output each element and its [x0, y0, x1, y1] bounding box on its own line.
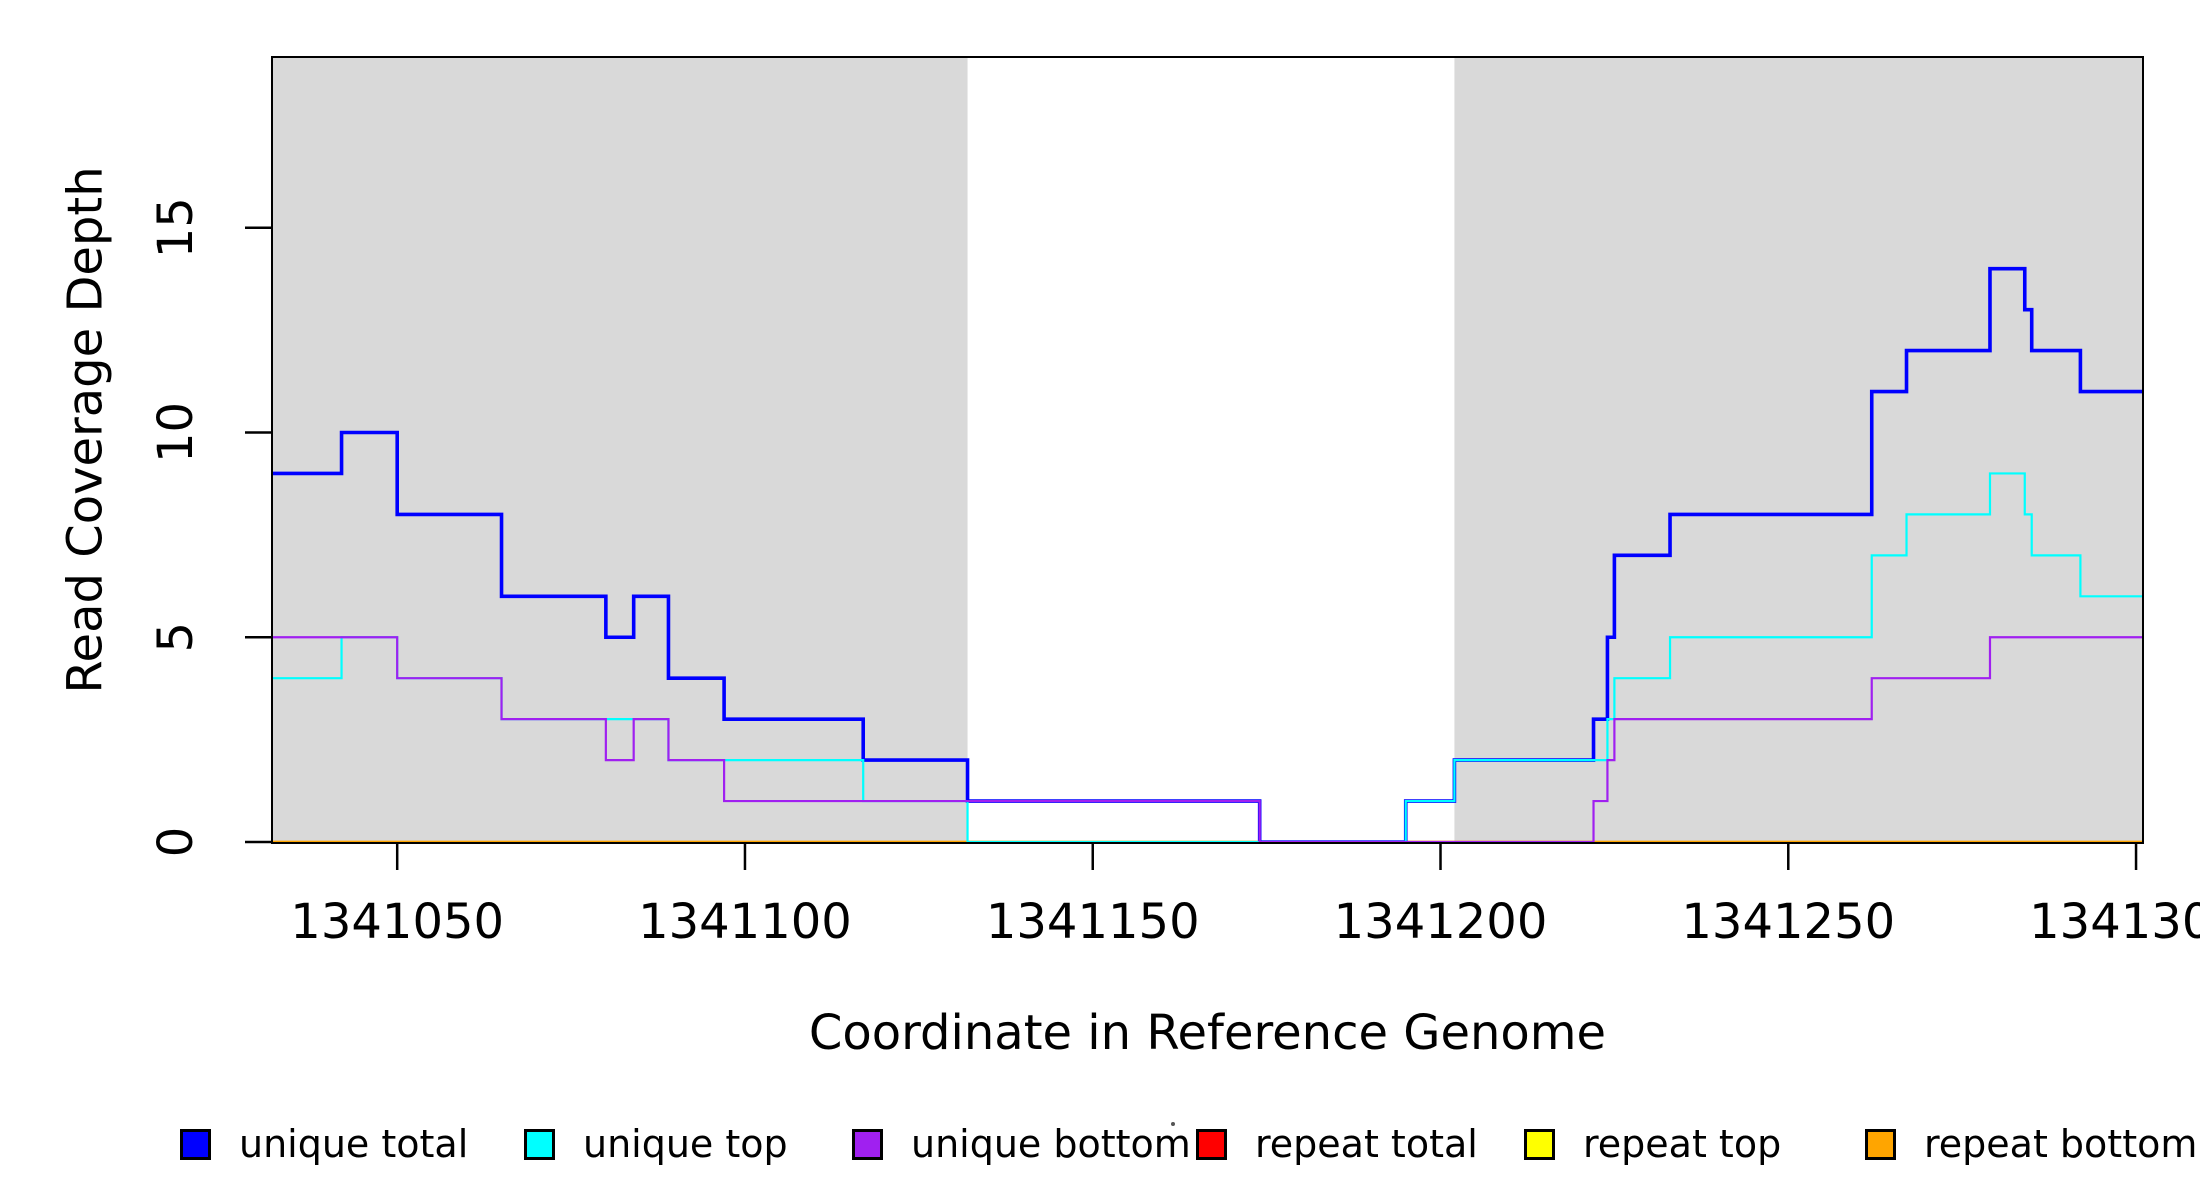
shaded-region — [272, 57, 968, 843]
plot-box — [271, 56, 2144, 844]
legend-swatch-unique-top — [524, 1128, 555, 1160]
legend-swatch-repeat-bottom — [1865, 1128, 1896, 1160]
legend-swatch-repeat-top — [1524, 1128, 1555, 1160]
legend-label: unique bottom — [911, 1122, 1191, 1166]
legend-item-unique-bottom: unique bottom — [852, 1121, 1191, 1167]
legend-item-repeat-bottom: repeat bottom — [1865, 1121, 2197, 1167]
legend-label: unique total — [239, 1122, 469, 1166]
legend-swatch-unique-total — [180, 1128, 211, 1160]
y-tick-label: 5 — [148, 622, 204, 653]
series-unique-bottom-line — [272, 636, 2143, 844]
x-tick-label: 1341100 — [638, 894, 852, 950]
legend-swatch-repeat-total — [1196, 1128, 1227, 1160]
legend: unique total unique top unique bottom re… — [0, 1121, 2200, 1167]
x-axis-title: Coordinate in Reference Genome — [808, 1005, 1607, 1061]
x-tick-label: 1341050 — [290, 894, 504, 950]
legend-label: repeat total — [1255, 1122, 1478, 1166]
legend-label: repeat top — [1583, 1122, 1782, 1166]
y-tick-label: 10 — [148, 402, 204, 463]
y-axis: 0 5 10 15 — [148, 197, 272, 857]
y-tick-label: 15 — [148, 197, 204, 258]
x-axis: 1341050 1341100 1341150 1341200 1341250 13413… — [290, 843, 2200, 950]
y-axis-title: Read Coverage Depth — [57, 166, 114, 694]
x-tick-label: 1341200 — [1334, 894, 1548, 950]
stray-dot — [1171, 1122, 1175, 1126]
legend-item-unique-top: unique top — [524, 1121, 788, 1167]
x-tick-label: 1341150 — [986, 894, 1200, 950]
shaded-regions — [272, 57, 2143, 843]
legend-item-repeat-total: repeat total — [1196, 1121, 1478, 1167]
y-tick-label: 0 — [148, 827, 204, 858]
legend-swatch-unique-bottom — [852, 1128, 883, 1160]
shaded-region — [1454, 57, 2143, 843]
x-tick-label: 1341250 — [1681, 894, 1895, 950]
legend-label: repeat bottom — [1924, 1122, 2198, 1166]
legend-label: unique top — [583, 1122, 788, 1166]
legend-item-repeat-top: repeat top — [1524, 1121, 1781, 1167]
legend-item-unique-total: unique total — [180, 1121, 468, 1167]
